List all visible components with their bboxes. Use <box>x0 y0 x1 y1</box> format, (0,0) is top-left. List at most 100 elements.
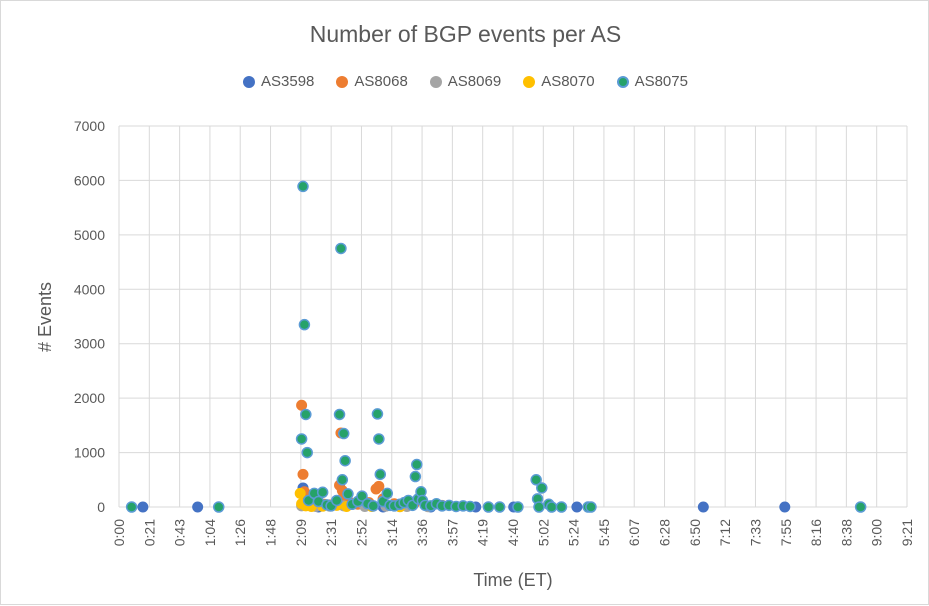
data-point <box>464 500 476 513</box>
y-tick-label: 6000 <box>74 172 105 188</box>
x-tick-label: 7:12 <box>717 519 733 546</box>
data-point <box>300 408 312 421</box>
x-tick-label: 4:19 <box>475 519 491 546</box>
chart-title: Number of BGP events per AS <box>309 21 622 47</box>
x-tick-label: 8:16 <box>808 519 824 546</box>
data-point <box>381 487 394 500</box>
x-tick-label: 5:24 <box>566 519 582 546</box>
data-point <box>337 427 350 440</box>
data-point <box>545 501 558 513</box>
data-point <box>512 501 524 513</box>
data-point <box>330 494 343 507</box>
x-tick-label: 7:33 <box>747 519 763 546</box>
x-tick-label: 4:40 <box>505 519 521 546</box>
legend-marker <box>616 75 629 88</box>
data-point <box>333 408 346 421</box>
data-point <box>555 501 568 513</box>
y-tick-label: 0 <box>97 499 105 515</box>
data-point <box>854 501 867 513</box>
x-tick-label: 7:55 <box>778 519 794 546</box>
legend-label: AS8069 <box>447 73 502 90</box>
data-point <box>409 470 422 483</box>
legend-marker <box>336 75 349 88</box>
data-point <box>301 446 313 459</box>
data-point <box>125 501 138 513</box>
data-points <box>125 180 867 513</box>
legend-item-as8075: AS8075 <box>616 73 688 90</box>
x-tick-label: 5:45 <box>596 519 612 546</box>
x-axis-title: Time (ET) <box>473 570 552 590</box>
x-tick-label: 3:57 <box>444 519 460 546</box>
x-tick-label: 1:04 <box>202 519 218 546</box>
data-point <box>295 433 308 445</box>
data-point <box>373 433 385 445</box>
data-point <box>536 482 548 494</box>
data-point <box>530 474 542 486</box>
data-point <box>137 501 149 513</box>
x-tick-label: 5:02 <box>535 519 551 546</box>
data-point <box>571 501 583 513</box>
data-point <box>342 488 354 500</box>
x-tick-label: 8:38 <box>838 519 854 546</box>
x-tick-label: 2:52 <box>353 519 369 546</box>
y-tick-label: 1000 <box>74 445 105 461</box>
data-point <box>779 501 791 513</box>
x-tick-label: 0:43 <box>172 519 188 546</box>
legend-label: AS3598 <box>261 73 315 90</box>
x-tick-label: 1:48 <box>263 519 279 546</box>
data-point <box>374 468 387 481</box>
data-point <box>482 501 495 513</box>
x-tick-label: 6:07 <box>626 519 642 546</box>
x-tick-label: 6:50 <box>687 519 703 546</box>
x-tick-label: 9:00 <box>869 519 885 546</box>
y-tick-label: 4000 <box>74 281 105 297</box>
legend: AS3598 AS8068 AS8069 AS8070 AS8075 <box>1 73 929 90</box>
legend-marker <box>243 75 256 88</box>
x-tick-label: 3:14 <box>384 519 400 546</box>
gridlines <box>118 125 908 508</box>
data-point <box>316 486 329 499</box>
data-point <box>297 180 309 193</box>
legend-marker <box>429 75 442 88</box>
legend-label: AS8075 <box>634 73 688 90</box>
data-point <box>336 474 349 486</box>
data-point <box>371 408 384 420</box>
legend-item-as3598: AS3598 <box>243 73 314 90</box>
y-tick-label: 7000 <box>74 118 105 134</box>
x-tick-label: 2:31 <box>323 519 339 546</box>
data-point <box>697 501 709 513</box>
data-point <box>493 501 506 513</box>
data-point <box>212 501 225 513</box>
legend-label: AS8068 <box>354 73 408 90</box>
x-tick-label: 0:00 <box>111 519 127 546</box>
data-point <box>294 487 306 499</box>
data-point <box>335 242 347 255</box>
x-tick-label: 2:09 <box>293 519 309 546</box>
legend-item-as8069: AS8069 <box>429 73 502 90</box>
legend-item-as8068: AS8068 <box>336 73 408 90</box>
x-tick-label: 1:26 <box>232 519 248 546</box>
legend-label: AS8070 <box>541 73 595 90</box>
x-tick-label: 3:36 <box>414 519 430 546</box>
data-point <box>585 501 597 513</box>
legend-marker <box>523 75 536 88</box>
data-point <box>339 454 351 467</box>
x-tick-label: 9:21 <box>899 519 915 546</box>
x-axis-ticks: 0:00 0:21 0:43 1:04 1:26 1:48 2:09 2:31 2:52 3:14… <box>111 519 915 546</box>
y-tick-label: 3000 <box>74 336 105 352</box>
y-tick-label: 5000 <box>74 227 105 243</box>
data-point <box>356 490 368 502</box>
data-point <box>297 468 309 480</box>
data-point <box>367 500 379 512</box>
data-point <box>411 458 423 471</box>
data-point <box>373 480 385 492</box>
y-tick-label: 2000 <box>74 390 105 406</box>
data-point <box>298 318 311 331</box>
x-tick-label: 6:28 <box>657 519 673 546</box>
x-tick-label: 0:21 <box>141 519 157 546</box>
data-point <box>296 399 308 411</box>
legend-item-as8070: AS8070 <box>523 73 595 90</box>
y-axis-ticks: 0 1000 2000 3000 4000 5000 6000 7000 <box>74 118 105 515</box>
